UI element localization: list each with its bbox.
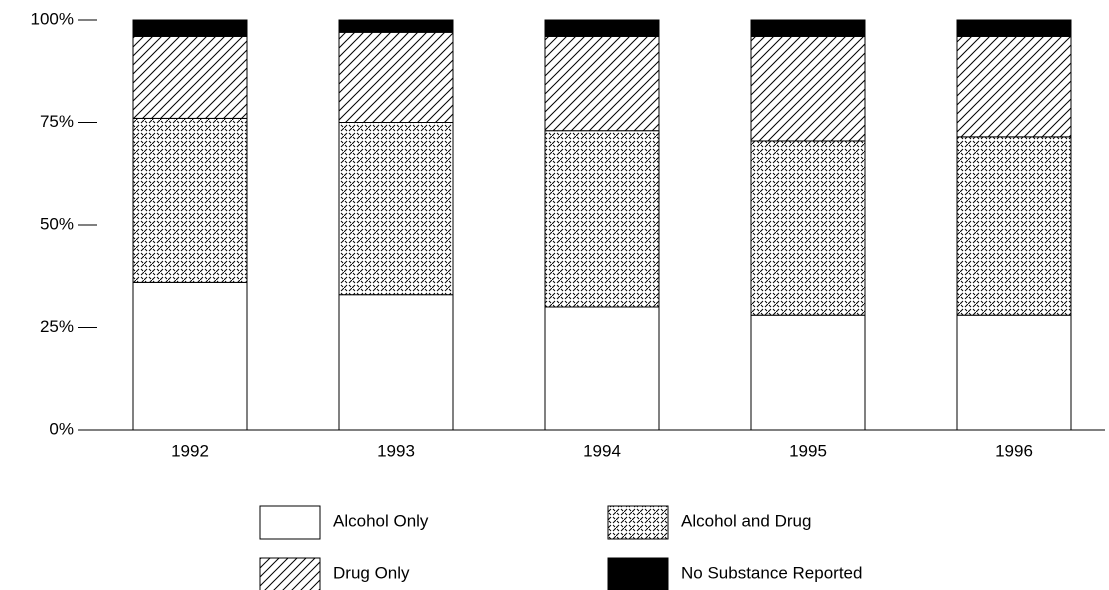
bar-segment [338,122,454,296]
bar-segment [132,35,248,119]
bar-segment [544,306,660,431]
x-tick-label: 1995 [789,441,827,460]
bar-segment [132,19,248,37]
bar-segment [750,35,866,142]
bar-segment [132,281,248,431]
bar-segment [956,19,1072,37]
legend-label: Alcohol Only [333,511,429,530]
x-tick-label: 1992 [171,441,209,460]
y-tick-label: 75% [40,112,74,131]
x-tick-label: 1993 [377,441,415,460]
bar-segment [544,130,660,308]
bar-segment [544,35,660,132]
bar-segment [544,19,660,37]
legend-label: No Substance Reported [681,563,862,582]
x-tick-label: 1996 [995,441,1033,460]
legend-label: Alcohol and Drug [681,511,811,530]
bar-segment [956,35,1072,138]
bar-segment [338,19,454,33]
bar-segment [750,140,866,316]
legend-swatch [607,557,669,590]
x-tick-label: 1994 [583,441,621,460]
legend-swatch [259,557,321,590]
y-tick-label: 0% [49,419,74,438]
bar-segment [750,19,866,37]
bar-segment [338,31,454,123]
bar-segment [132,117,248,283]
bar-segment [956,136,1072,316]
legend-label: Drug Only [333,563,410,582]
legend-swatch [259,505,321,540]
y-tick-label: 50% [40,214,74,233]
bar-segment [750,314,866,431]
y-tick-label: 100% [31,9,74,28]
bar-segment [956,314,1072,431]
y-tick-label: 25% [40,317,74,336]
legend-swatch [607,505,669,540]
bar-segment [338,294,454,431]
